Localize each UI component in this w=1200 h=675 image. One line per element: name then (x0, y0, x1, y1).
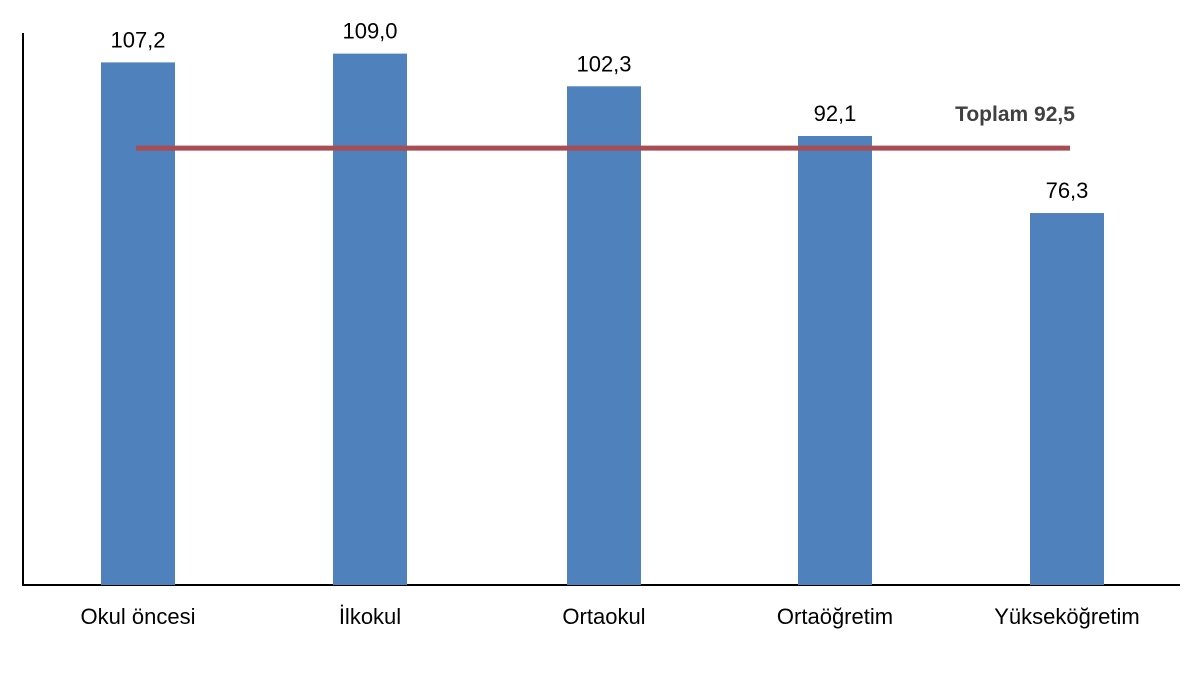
bar-4 (798, 136, 872, 585)
category-label-3: Ortaokul (562, 604, 645, 629)
reference-line-group: Toplam 92,5 (136, 103, 1075, 151)
bars (101, 53, 1104, 585)
category-label-4: Ortaöğretim (777, 604, 893, 629)
bar-5 (1030, 213, 1104, 585)
reference-line-label: Toplam 92,5 (955, 103, 1075, 126)
category-label-2: İlkokul (339, 604, 401, 629)
category-label-1: Okul öncesi (81, 604, 196, 629)
value-labels: 107,2 109,0 102,3 92,1 76,3 (110, 19, 1088, 203)
value-label-1: 107,2 (110, 27, 165, 52)
value-label-4: 92,1 (814, 101, 857, 126)
category-labels: Okul öncesi İlkokul Ortaokul Ortaöğretim Yük… (81, 604, 1140, 629)
bar-3 (567, 86, 641, 585)
category-label-5: Yükseköğretim (994, 604, 1140, 629)
value-label-3: 102,3 (576, 51, 631, 76)
value-label-2: 109,0 (342, 19, 397, 44)
bar-2 (333, 53, 407, 585)
value-label-5: 76,3 (1046, 178, 1089, 203)
bar-1 (101, 62, 175, 585)
